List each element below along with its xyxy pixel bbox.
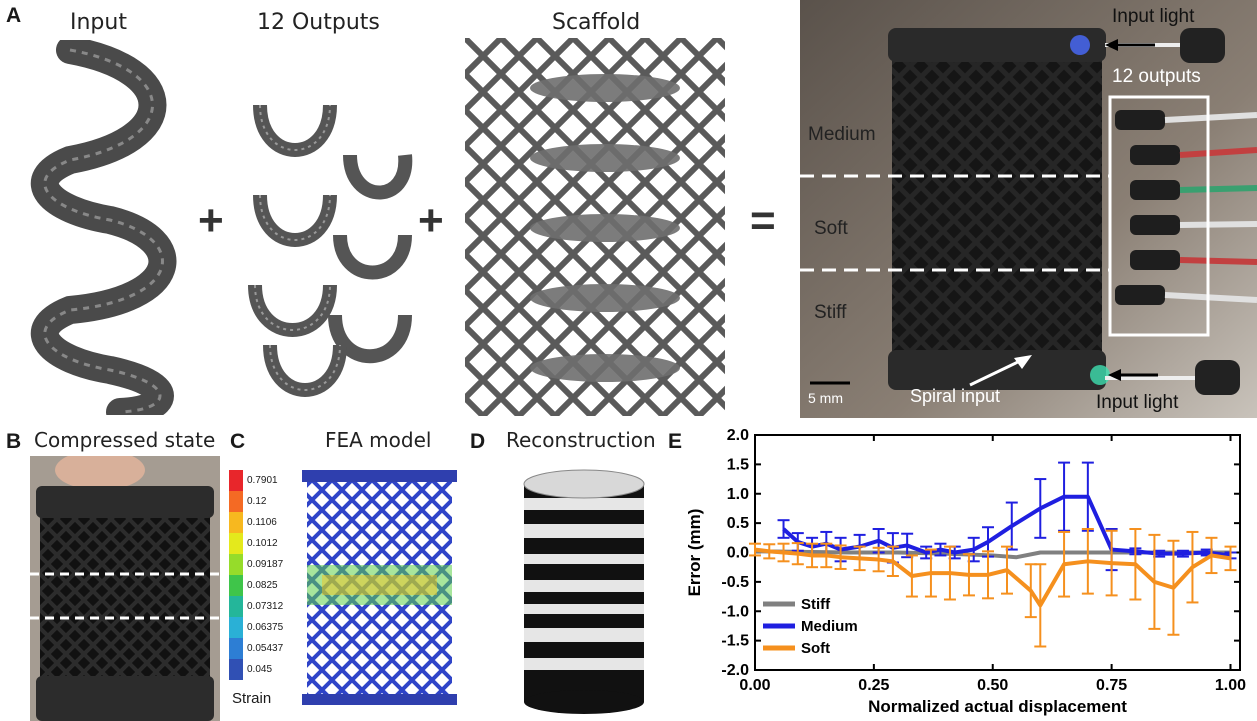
outputs-label: 12 outputs: [1112, 66, 1201, 87]
x-tick-label: 0.00: [739, 677, 770, 694]
scale-bar-label: 5 mm: [808, 390, 843, 406]
plus-sign-1: +: [198, 196, 224, 245]
input-light-bottom-label: Input light: [1096, 392, 1179, 413]
legend-label-medium: Medium: [801, 618, 858, 635]
strain-legend-swatch: [229, 533, 243, 554]
scaffold-image: [465, 38, 725, 416]
x-tick-label: 0.50: [977, 677, 1008, 694]
y-tick-label: 1.5: [727, 456, 749, 473]
outputs-title: 12 Outputs: [257, 10, 380, 35]
y-tick-label: 0.5: [727, 515, 749, 532]
strain-legend-label: Strain: [232, 690, 272, 707]
soft-label: Soft: [814, 218, 848, 239]
legend-label-stiff: Stiff: [801, 596, 831, 613]
strain-legend-value: 0.12: [247, 496, 267, 507]
series-line-soft: [754, 547, 1231, 608]
equals-sign: =: [750, 196, 776, 245]
x-tick-label: 0.25: [858, 677, 889, 694]
x-tick-label: 0.75: [1096, 677, 1127, 694]
plus-sign-2: +: [418, 196, 444, 245]
fea-model-image: [302, 470, 457, 705]
spiral-input-label: Spiral input: [910, 386, 1001, 406]
strain-legend-row: 0.12: [229, 491, 283, 512]
y-tick-label: -2.0: [721, 662, 749, 679]
panel-b-letter: B: [6, 430, 22, 453]
input-light-top-label: Input light: [1112, 6, 1195, 27]
y-tick-label: 2.0: [727, 427, 749, 444]
y-tick-label: 0.0: [727, 545, 749, 562]
compressed-photo: [30, 456, 220, 721]
strain-legend-swatch: [229, 659, 243, 680]
y-axis-label: Error (mm): [685, 509, 704, 597]
strain-legend-value: 0.7901: [247, 475, 278, 486]
input-spiral-image: [30, 40, 177, 415]
device-photo: Input light 12 outputs Medium Soft Stiff…: [800, 0, 1257, 418]
fea-model-title: FEA model: [325, 428, 432, 452]
strain-legend-value: 0.1106: [247, 517, 277, 528]
y-tick-label: 1.0: [727, 486, 749, 503]
reconstruction-image: [523, 469, 645, 714]
strain-legend-row: 0.1106: [229, 512, 283, 533]
series-line-medium: [782, 494, 1231, 558]
strain-legend-value: 0.045: [247, 664, 273, 675]
reconstruction-title: Reconstruction: [506, 428, 656, 452]
strain-legend-swatch: [229, 554, 243, 575]
strain-legend-swatch: [229, 617, 243, 638]
strain-legend-swatch: [229, 491, 243, 512]
strain-legend-row: 0.1012: [229, 533, 283, 554]
error-chart: 0.00 0.25 0.50 0.75 1.00 2.0 1.5 1.0 0.5 0.0 -0.5 -…: [685, 427, 1246, 716]
compressed-state-title: Compressed state: [34, 428, 216, 452]
strain-legend: 0.7901 0.12 0.1106 0.1012 0.09187 0.0825 0.073…: [229, 470, 283, 680]
strain-legend-value: 0.09187: [247, 559, 284, 570]
strain-legend-row: 0.7901: [229, 470, 283, 491]
scaffold-title: Scaffold: [552, 10, 641, 35]
legend-label-soft: Soft: [801, 640, 830, 657]
y-tick-label: -0.5: [721, 574, 749, 591]
strain-legend-value: 0.07312: [247, 601, 284, 612]
medium-label: Medium: [808, 124, 876, 145]
x-axis-label: Normalized actual displacement: [868, 697, 1127, 716]
strain-legend-row: 0.05437: [229, 638, 283, 659]
panel-d-letter: D: [470, 430, 486, 453]
panel-e-letter: E: [668, 430, 683, 453]
strain-legend-value: 0.05437: [247, 643, 284, 654]
panel-a-letter: A: [6, 4, 22, 27]
strain-legend-row: 0.0825: [229, 575, 283, 596]
strain-legend-row: 0.07312: [229, 596, 283, 617]
strain-legend-value: 0.1012: [247, 538, 278, 549]
input-title: Input: [70, 10, 127, 35]
outputs-image: [248, 104, 413, 397]
strain-legend-row: 0.045: [229, 659, 283, 680]
stiff-label: Stiff: [814, 302, 847, 323]
strain-legend-swatch: [229, 638, 243, 659]
y-tick-label: -1.0: [721, 603, 749, 620]
strain-legend-swatch: [229, 596, 243, 617]
strain-legend-swatch: [229, 470, 243, 491]
strain-legend-swatch: [229, 575, 243, 596]
panel-c-letter: C: [230, 430, 246, 453]
strain-legend-row: 0.09187: [229, 554, 283, 575]
y-tick-label: -1.5: [721, 633, 749, 650]
strain-legend-value: 0.0825: [247, 580, 278, 591]
strain-legend-swatch: [229, 512, 243, 533]
strain-legend-value: 0.06375: [247, 622, 284, 633]
x-tick-label: 1.00: [1215, 677, 1246, 694]
strain-legend-row: 0.06375: [229, 617, 283, 638]
